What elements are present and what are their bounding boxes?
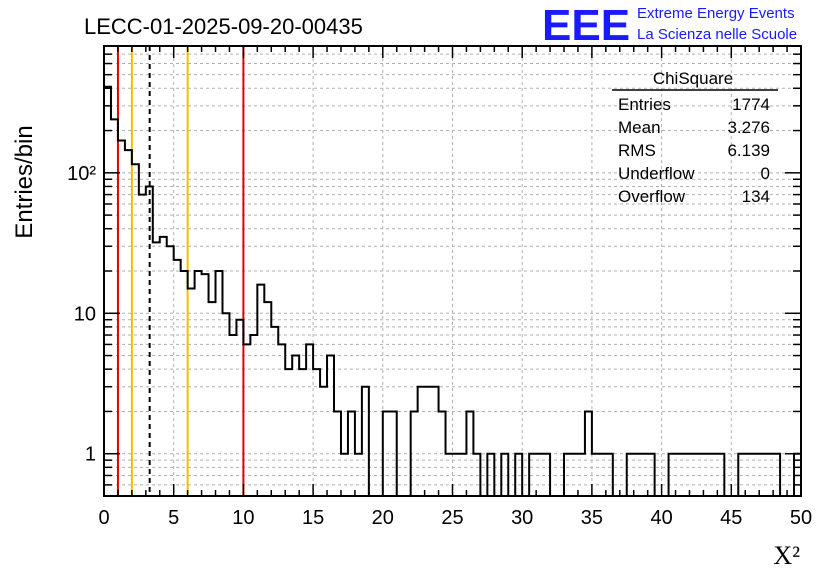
chart-title: LECC-01-2025-09-20-00435 xyxy=(84,14,363,39)
stats-row-label: Entries xyxy=(618,95,671,114)
x-tick-label: 15 xyxy=(302,507,324,529)
stats-row-value: 3.276 xyxy=(727,118,770,137)
stats-row-value: 0 xyxy=(761,164,770,183)
x-tick-label: 40 xyxy=(650,507,672,529)
x-tick-label: 10 xyxy=(232,507,254,529)
y-tick-labels: 1 10 10² xyxy=(67,163,96,466)
stats-row-value: 134 xyxy=(742,187,770,206)
logo-line-2: La Scienza nelle Scuole xyxy=(637,26,797,43)
x-tick-label: 50 xyxy=(790,507,812,529)
x-tick-label: 30 xyxy=(511,507,533,529)
logo-line-1: Extreme Energy Events xyxy=(637,5,795,22)
y-tick-label: 1 xyxy=(85,444,96,466)
eee-logo: EEE Extreme Energy Events La Scienza nel… xyxy=(542,1,797,50)
x-tick-label: 45 xyxy=(720,507,742,529)
logo-mark: EEE xyxy=(542,1,630,50)
stats-row-label: Overflow xyxy=(618,187,686,206)
stats-row-label: RMS xyxy=(618,141,656,160)
x-tick-label: 25 xyxy=(441,507,463,529)
stats-row-value: 6.139 xyxy=(727,141,770,160)
axis-ticks xyxy=(103,45,802,497)
x-tick-labels: 0 5 10 15 20 25 30 35 40 45 50 xyxy=(98,507,812,529)
stats-box: ChiSquare Entries 1774 Mean 3.276 RMS 6.139 Un… xyxy=(612,69,778,206)
stats-row-label: Underflow xyxy=(618,164,695,183)
x-axis-label: X² xyxy=(773,541,800,570)
y-tick-label: 10 xyxy=(74,303,96,325)
stats-row-value: 1774 xyxy=(732,95,770,114)
x-tick-label: 35 xyxy=(581,507,603,529)
stats-title: ChiSquare xyxy=(653,69,733,88)
grid xyxy=(104,46,801,496)
y-tick-label: 10² xyxy=(67,163,96,185)
x-tick-label: 20 xyxy=(372,507,394,529)
stats-row-label: Mean xyxy=(618,118,661,137)
y-axis-label: Entries/bin xyxy=(11,125,38,238)
x-tick-label: 5 xyxy=(168,507,179,529)
x-tick-label: 0 xyxy=(98,507,109,529)
